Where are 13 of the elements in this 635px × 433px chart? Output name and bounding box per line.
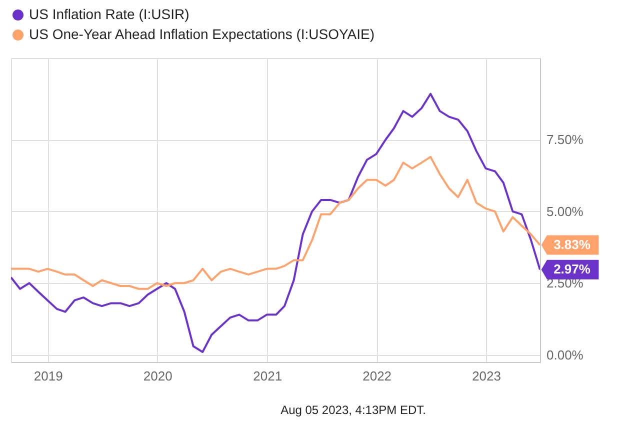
x-tick-label: 2022 [362,368,392,384]
y-tick-label: 5.00% [546,204,584,219]
data-label: 2.97% [554,262,591,277]
text: Aug 05 2023, 4:13PM EDT. [280,403,426,417]
y-tick-label: 0.00% [546,347,584,362]
legend-label: US One-Year Ahead Inflation Expectations (I:USOYAIE) [29,26,375,42]
legend-label: US Inflation Rate (I:USIR) [29,6,190,22]
x-tick-label: 2021 [253,368,282,384]
y-tick-label: 7.50% [546,132,584,148]
x-tick-label: 2020 [143,368,172,384]
x-tick-label: 2019 [34,368,63,384]
data-label: 3.83% [554,236,591,252]
x-tick-label: 2023 [472,368,501,384]
